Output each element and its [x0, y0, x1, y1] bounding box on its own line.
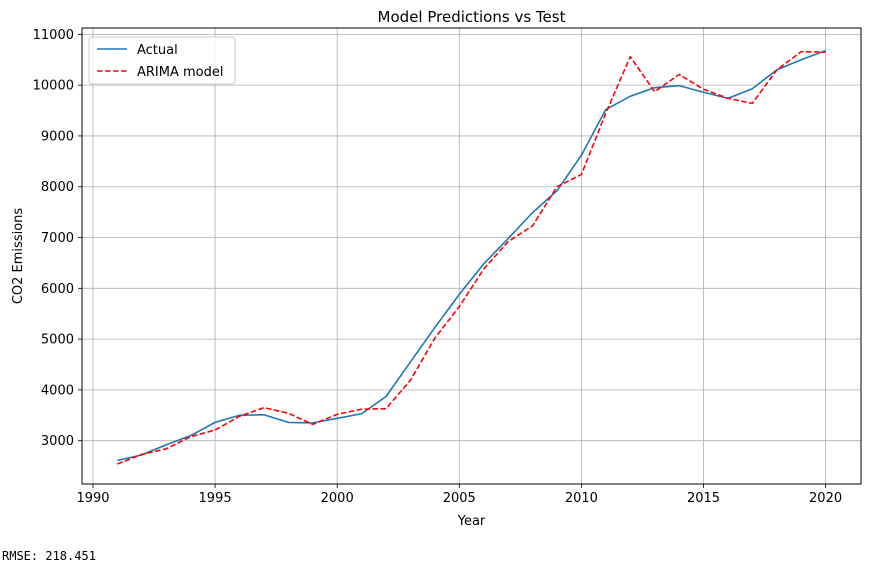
series-line-actual — [117, 49, 826, 462]
series-line-arima-model — [117, 50, 826, 465]
x-tick-label: 2015 — [687, 491, 720, 506]
rmse-output: RMSE: 218.451 — [2, 549, 96, 563]
line-chart: 1990 1995 2000 2005 2010 2015 2020 3000 4000 500… — [0, 0, 880, 545]
y-tick-label: 7000 — [41, 231, 74, 246]
y-tick-label: 9000 — [41, 129, 74, 144]
y-tick-label: 11000 — [33, 28, 74, 43]
x-tick-label: 2010 — [565, 491, 598, 506]
y-tick-label: 3000 — [41, 434, 74, 449]
plot-frame — [81, 27, 862, 485]
x-tick-label: 2020 — [809, 491, 842, 506]
legend-label-arima: ARIMA model — [137, 65, 223, 80]
y-axis-title: CO2 Emissions — [11, 208, 26, 305]
y-tick-label: 8000 — [41, 180, 74, 195]
series-lines — [117, 49, 826, 465]
chart-background — [0, 0, 880, 545]
x-tick-label: 1990 — [76, 491, 109, 506]
x-axis-ticks: 1990 1995 2000 2005 2010 2015 2020 — [76, 484, 842, 506]
y-tick-label: 10000 — [33, 79, 74, 94]
y-axis-ticks: 3000 4000 5000 6000 7000 8000 9000 10000 11000 — [33, 28, 82, 449]
x-tick-label: 2000 — [321, 491, 354, 506]
x-tick-label: 2005 — [443, 491, 476, 506]
y-tick-label: 5000 — [41, 333, 74, 348]
x-axis-title: Year — [457, 514, 486, 529]
chart-title: Model Predictions vs Test — [378, 8, 566, 26]
x-tick-label: 1995 — [199, 491, 232, 506]
legend-label-actual: Actual — [137, 43, 178, 58]
y-tick-label: 4000 — [41, 383, 74, 398]
legend: Actual ARIMA model — [88, 36, 236, 85]
y-tick-label: 6000 — [41, 282, 74, 297]
